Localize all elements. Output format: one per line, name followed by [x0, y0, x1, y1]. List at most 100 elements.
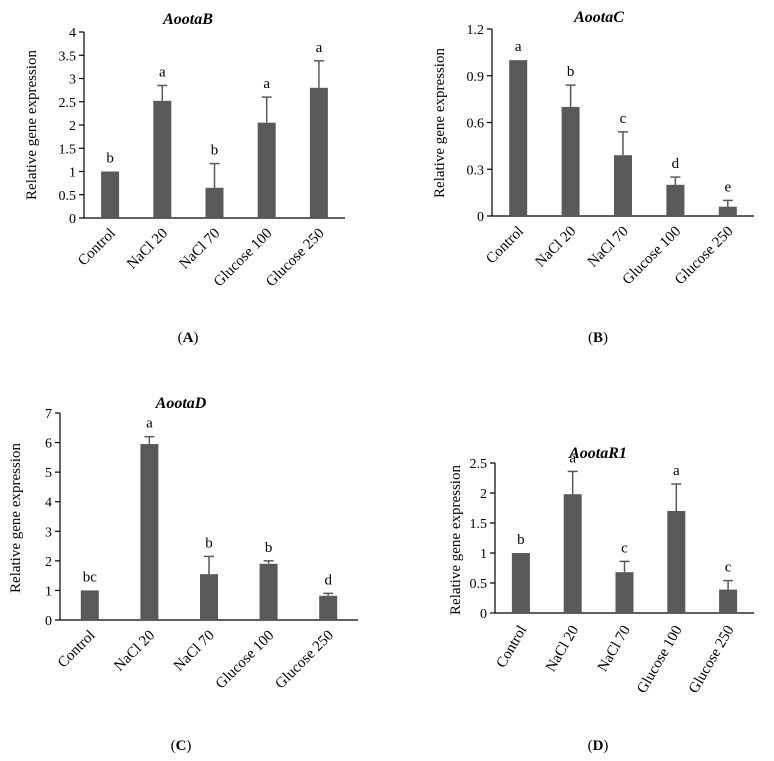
bar-control: [509, 60, 528, 216]
category-label: NaCl 70: [171, 628, 218, 675]
bar-glucose-100: [666, 184, 685, 216]
chart-panel-b: AootaC Relative gene expression 0 0.3 0.6 0.9…: [432, 9, 754, 346]
y-tick-label: 1.2: [467, 23, 485, 38]
bar-nacl-70: [614, 155, 632, 216]
y-tick-label: 2: [480, 487, 487, 502]
y-tick-label: 0.5: [470, 577, 488, 592]
chart-title: AootaR1: [568, 445, 627, 462]
bar-nacl-70: [205, 187, 224, 218]
y-tick-label: 0.9: [467, 70, 485, 85]
chart-title: AootaC: [573, 9, 624, 26]
y-tick-label: 6: [45, 437, 52, 452]
panel-label: (B): [588, 330, 608, 346]
category-label: NaCl 70: [585, 224, 632, 271]
bar-nacl-20: [563, 494, 582, 613]
bar-glucose-250: [719, 589, 738, 613]
y-tick-label: 3: [69, 73, 76, 88]
y-tick-label: 2.5: [470, 457, 488, 472]
bar-nacl-70: [615, 572, 634, 613]
significance-letter: b: [517, 532, 525, 548]
y-tick-label: 4: [45, 496, 52, 511]
chart-panel-a: AootaB Relative gene expression 0 0.5 1 1.5 2 2…: [24, 11, 345, 346]
y-tick-label: 1.5: [470, 517, 488, 532]
significance-letter: b: [205, 535, 213, 551]
bar-control: [101, 171, 120, 218]
category-label: Glucose 100: [634, 623, 686, 696]
significance-letter: a: [673, 463, 680, 479]
category-label: NaCl 20: [111, 628, 158, 675]
significance-letter: a: [515, 39, 522, 55]
bar-control: [80, 590, 99, 620]
chart-title: AootaD: [155, 395, 207, 412]
y-tick-label: 0: [480, 607, 487, 622]
y-tick-label: 0: [477, 210, 484, 225]
significance-letter: bc: [83, 569, 98, 585]
bar-nacl-20: [140, 444, 159, 620]
significance-letter: d: [324, 572, 332, 588]
significance-letter: b: [265, 540, 273, 556]
bar-glucose-250: [319, 595, 338, 620]
y-tick-label: 2: [45, 555, 52, 570]
panel-letter: B: [593, 330, 603, 346]
category-label: Control: [55, 628, 99, 672]
bar-glucose-250: [309, 87, 328, 218]
category-label: Glucose 100: [213, 628, 278, 693]
y-tick-label: 0: [69, 212, 76, 227]
significance-letter: b: [106, 151, 114, 167]
y-tick-label: 0.3: [467, 163, 485, 178]
category-label: NaCl 70: [595, 623, 634, 675]
y-tick-label: 3: [45, 525, 52, 540]
y-tick-label: 0: [45, 614, 52, 629]
y-tick-label: 0.5: [59, 189, 77, 204]
bar-control: [511, 553, 530, 613]
y-tick-label: 4: [69, 26, 76, 41]
bar-nacl-20: [153, 100, 172, 218]
y-tick-label: 1: [480, 547, 487, 562]
y-tick-label: 0.6: [467, 117, 485, 132]
panel-label: (D): [588, 738, 609, 754]
significance-letter: b: [211, 143, 219, 159]
chart-panel-c: AootaD Relative gene expression 0 1 2 3 4 5 6 7 bc…: [8, 395, 358, 754]
category-label: Glucose 250: [686, 623, 738, 696]
category-label: NaCl 20: [124, 226, 171, 273]
bar-nacl-20: [561, 106, 580, 216]
y-tick-label: 1: [45, 584, 52, 599]
category-label: NaCl 70: [176, 226, 223, 273]
category-label: NaCl 20: [543, 623, 582, 675]
significance-letter: c: [621, 540, 628, 556]
chart-title: AootaB: [162, 11, 213, 28]
y-axis-label: Relative gene expression: [448, 465, 464, 615]
y-tick-label: 1.5: [59, 142, 77, 157]
bar-glucose-250: [718, 206, 737, 216]
panel-letter: C: [176, 738, 187, 754]
category-label: NaCl 20: [532, 224, 579, 271]
y-tick-label: 1: [69, 166, 76, 181]
significance-letter: a: [146, 416, 153, 432]
category-label: Control: [483, 224, 527, 268]
panel-label: (C): [171, 738, 192, 754]
y-tick-label: 3.5: [59, 49, 77, 64]
category-label: Control: [75, 226, 119, 270]
category-label: Glucose 250: [272, 628, 337, 693]
bar-glucose-100: [257, 122, 276, 218]
y-tick-label: 5: [45, 466, 52, 481]
significance-letter: a: [263, 76, 270, 92]
significance-letter: a: [316, 40, 323, 56]
bar-glucose-100: [667, 511, 686, 613]
y-axis-label: Relative gene expression: [8, 443, 24, 593]
significance-letter: e: [724, 179, 731, 195]
significance-letter: c: [725, 560, 732, 576]
significance-letter: d: [672, 156, 680, 172]
significance-letter: a: [159, 64, 166, 80]
y-axis-label: Relative gene expression: [432, 48, 448, 198]
y-tick-label: 2.5: [59, 96, 77, 111]
significance-letter: c: [620, 111, 627, 127]
panel-letter: A: [183, 330, 194, 346]
y-tick-label: 7: [45, 407, 52, 422]
bar-glucose-100: [259, 563, 278, 620]
panel-label: (A): [178, 330, 199, 346]
panel-letter: D: [593, 738, 604, 754]
bar-nacl-70: [200, 574, 218, 620]
chart-panel-d: AootaR1 Relative gene expression 0 0.5 1 1.5 2…: [448, 445, 754, 754]
